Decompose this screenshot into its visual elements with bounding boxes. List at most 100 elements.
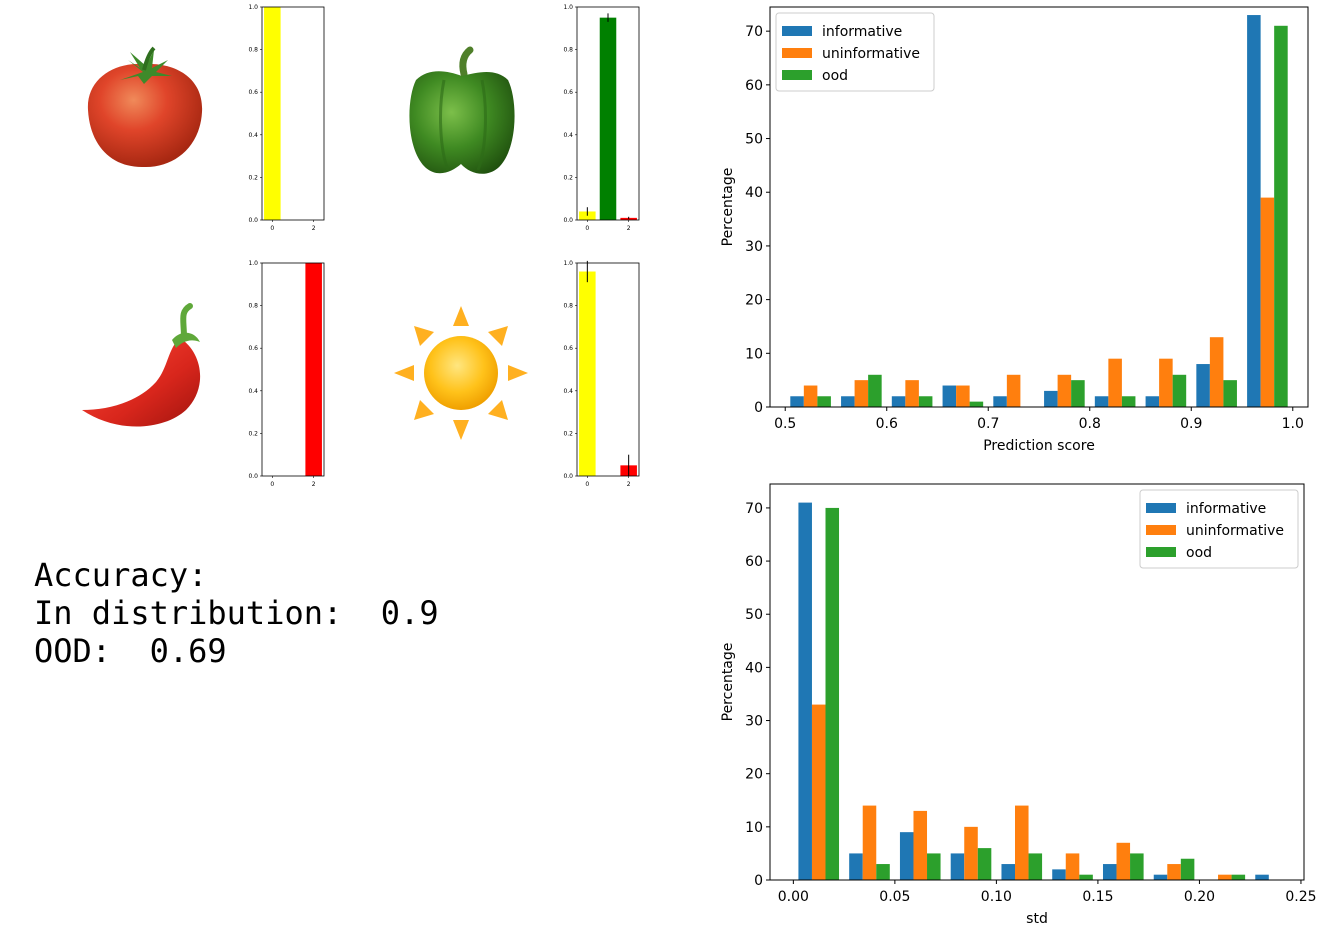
axes-frame (261, 6, 325, 221)
bar-uninformative (862, 805, 877, 880)
x-tick-label: 0.6 (876, 416, 898, 432)
x-tick-label: 0.8 (1079, 416, 1101, 432)
y-tick-label: 0.4 (248, 132, 258, 139)
y-tick-label: 60 (745, 554, 763, 570)
y-tick-label: 70 (745, 501, 763, 517)
tomato-probability-chart: 0.0 0.2 0.4 0.6 0.8 1.0 0 2 (248, 4, 325, 232)
y-tick-label: 10 (745, 346, 763, 362)
bar-informative (798, 502, 812, 880)
bar-ood (1274, 25, 1288, 408)
bar-informative (1044, 390, 1058, 407)
x-tick-label: 0.20 (1184, 889, 1215, 905)
legend-swatch-uninformative (782, 48, 812, 58)
x-tick-label: 0.10 (981, 889, 1012, 905)
bar-informative (1102, 864, 1117, 880)
y-tick-label: 10 (745, 820, 763, 836)
x-tick-label: 0.00 (778, 889, 809, 905)
y-tick-label: 70 (745, 24, 763, 40)
x-tick-label: 0.7 (977, 416, 999, 432)
y-tick-label: 60 (745, 78, 763, 94)
in-distribution-label: In distribution: (34, 594, 343, 632)
bar-ood (927, 853, 941, 880)
ood-label: OOD: (34, 632, 112, 670)
in-distribution-value: 0.9 (380, 594, 439, 632)
bar-ood (1071, 380, 1085, 407)
accuracy-heading: Accuracy: (34, 556, 208, 594)
y-tick-label: 0.0 (563, 217, 573, 224)
y-tick-label: 0 (754, 873, 763, 889)
y-tick-label: 40 (745, 185, 763, 201)
legend-label-informative: informative (1186, 501, 1266, 517)
y-tick-label: 0.0 (248, 473, 258, 480)
bar-informative (1094, 396, 1109, 407)
y-tick-label: 0.2 (248, 174, 258, 181)
y-tick-label: 30 (745, 714, 763, 730)
y-tick-label: 50 (745, 132, 763, 148)
y-tick-label: 0.6 (248, 89, 258, 96)
bar-informative (891, 396, 906, 407)
x-tick-label: 0 (270, 481, 274, 488)
x-tick-label: 2 (312, 225, 316, 232)
bell-pepper-probability-chart: 0.0 0.2 0.4 0.6 0.8 1.0 0 2 (563, 4, 640, 232)
y-tick-label: 1.0 (248, 260, 258, 267)
bar-uninformative (1209, 337, 1224, 407)
legend-frame (1139, 489, 1299, 569)
bar-ood (969, 401, 984, 407)
y-tick-label: 1.0 (248, 4, 258, 11)
bar-informative (1145, 396, 1160, 407)
y-tick-label: 0.0 (248, 217, 258, 224)
x-tick-label: 0 (585, 225, 589, 232)
prediction-score-histogram: 0 10 20 30 40 50 60 70 0.5 0.6 0.7 0.8 0.9 1.0 Predict… (720, 6, 1309, 454)
bar-uninformative (803, 385, 818, 407)
y-tick-label: 0.6 (563, 345, 573, 352)
accuracy-block: Accuracy: In distribution: 0.9 OOD: 0.69 (34, 556, 439, 670)
bar-informative (899, 832, 914, 880)
legend-swatch-ood (1146, 547, 1176, 557)
bar-informative (993, 396, 1007, 407)
y-tick-label: 0.2 (563, 430, 573, 437)
bar-ood (1079, 874, 1093, 880)
bar-informative (942, 385, 957, 407)
tomato-icon (68, 40, 218, 190)
bar-uninformative (1108, 358, 1122, 407)
legend: informative uninformative ood (1139, 489, 1299, 569)
bar-uninformative (905, 380, 919, 407)
y-tick-label: 0.4 (563, 132, 573, 139)
x-tick-label: 1.0 (1282, 416, 1304, 432)
bar-ood (868, 374, 882, 407)
y-tick-label: 0.6 (248, 345, 258, 352)
y-tick-label: 50 (745, 607, 763, 623)
bar-uninformative (811, 704, 826, 880)
bar-class-0 (579, 271, 596, 476)
bar-ood (1121, 396, 1136, 407)
bar-ood (1028, 853, 1043, 880)
bar-uninformative (1167, 864, 1181, 880)
x-tick-label: 2 (627, 225, 631, 232)
bar-informative (1001, 864, 1016, 880)
hot-pepper-icon (68, 298, 218, 448)
legend: informative uninformative ood (775, 12, 935, 92)
axes-frame (261, 262, 325, 477)
x-tick-label: 0.9 (1180, 416, 1202, 432)
bar-ood (1231, 874, 1246, 880)
y-tick-label: 0 (754, 400, 763, 416)
bar-class-0 (264, 7, 281, 220)
y-tick-label: 0.4 (248, 388, 258, 395)
bar-ood (825, 507, 840, 880)
bar-class-1 (599, 17, 617, 221)
y-tick-label: 1.0 (563, 260, 573, 267)
ood-value: 0.69 (149, 632, 227, 670)
axes-frame (769, 483, 1305, 881)
legend-label-uninformative: uninformative (822, 46, 920, 62)
bar-uninformative (1260, 197, 1275, 407)
bar-ood (817, 396, 831, 407)
x-axis-label: std (1026, 911, 1048, 927)
y-axis-label: Percentage (720, 643, 736, 722)
bar-class-2 (305, 263, 322, 476)
legend-frame (775, 12, 935, 92)
y-tick-label: 0.8 (248, 47, 258, 54)
y-tick-label: 0.8 (563, 303, 573, 310)
bar-uninformative (1015, 805, 1029, 880)
hot-pepper-probability-chart: 0.0 0.2 0.4 0.6 0.8 1.0 0 2 (248, 260, 325, 488)
bell-pepper-icon (386, 40, 536, 190)
